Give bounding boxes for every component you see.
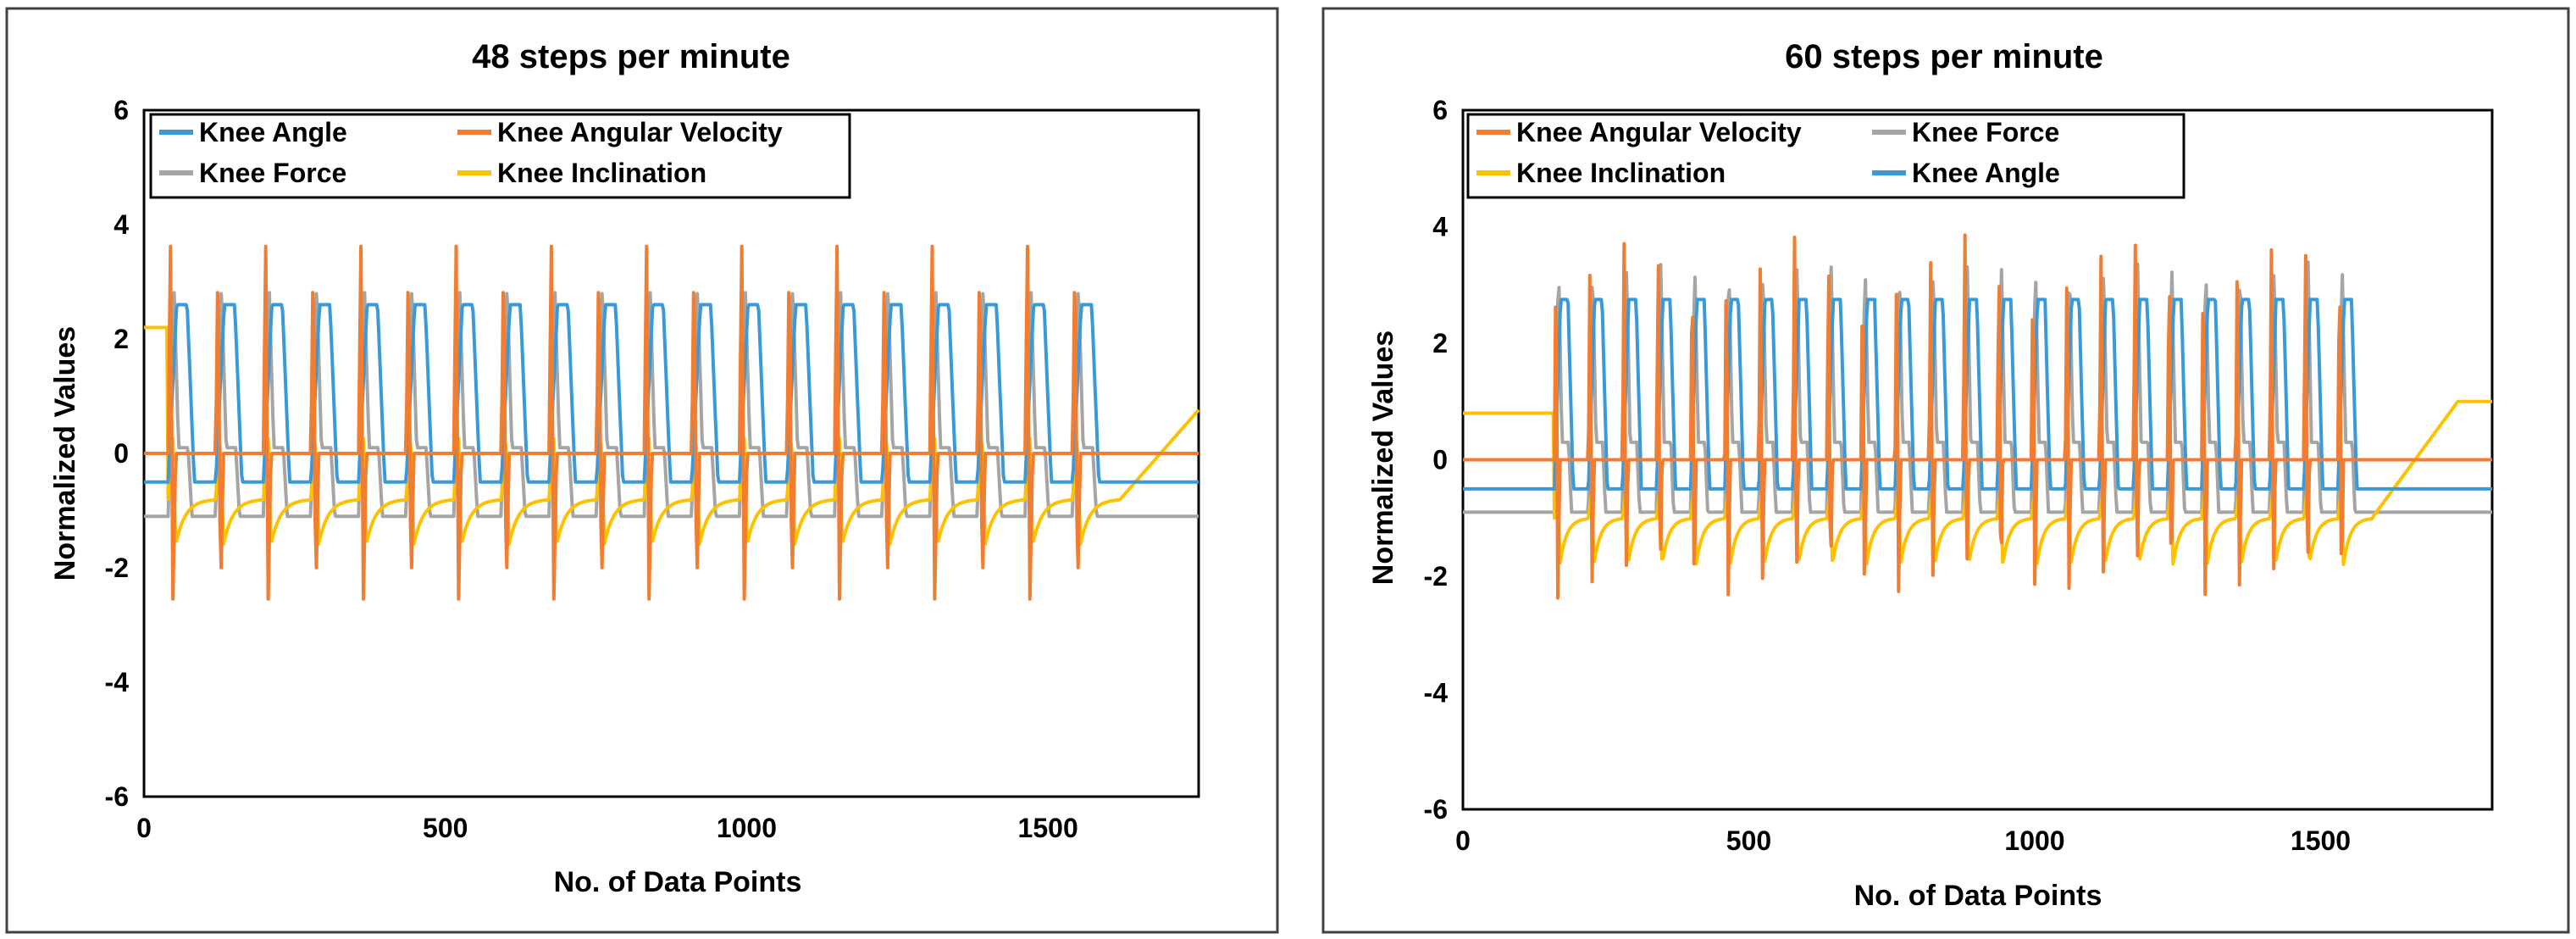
series-line-knee-angle — [1462, 297, 2493, 491]
series-line-knee-inclination — [143, 325, 1200, 546]
legend-label-knee-force: Knee Force — [1912, 117, 2059, 147]
legend-label-knee-force: Knee Force — [199, 158, 346, 188]
series-line-knee-angular-velocity — [143, 244, 1199, 601]
y-tick-label: -4 — [105, 667, 130, 697]
y-axis-label: Normalized Values — [49, 326, 81, 581]
y-tick-label: 4 — [114, 209, 129, 240]
series-line-knee-force — [1462, 260, 2493, 514]
x-tick-labels: 0 500 1000 1500 — [136, 813, 1078, 843]
y-tick-labels: 6 4 2 0 -2 -4 -6 — [1424, 95, 1449, 825]
series-line-knee-angle — [143, 303, 1199, 484]
legend-box — [149, 113, 851, 199]
y-tick-label: -4 — [1424, 678, 1449, 708]
legend-box — [1466, 113, 2185, 199]
legend-label-knee-inclination: Knee Inclination — [1516, 158, 1726, 188]
x-tick-label: 1500 — [2291, 825, 2351, 856]
x-tick-label: 0 — [1455, 825, 1471, 856]
series-line-knee-inclination — [1462, 399, 2493, 566]
chart-title: 48 steps per minute — [472, 38, 790, 75]
x-tick-label: 1000 — [717, 813, 777, 843]
y-tick-labels: 6 4 2 0 -2 -4 -6 — [105, 95, 130, 812]
chart-48-spm: 48 steps per minute 6 4 2 0 -2 -4 -6 0 500 1000 1… — [5, 7, 1279, 934]
chart-60-spm: 60 steps per minute 6 4 2 0 -2 -4 -6 0 500 1000 1… — [1321, 7, 2570, 934]
x-axis-label: No. of Data Points — [554, 866, 802, 898]
legend-label-knee-angular-velocity: Knee Angular Velocity — [1516, 117, 1802, 147]
series-line-knee-angular-velocity — [1462, 233, 2493, 600]
y-tick-label: 2 — [1432, 328, 1448, 358]
y-tick-label: -6 — [1424, 794, 1448, 825]
x-axis-label: No. of Data Points — [1854, 880, 2102, 912]
legend: Knee Angular Velocity Knee Force Knee In… — [1466, 113, 2185, 199]
x-tick-label: 1500 — [1018, 813, 1078, 843]
y-axis-label: Normalized Values — [1367, 331, 1399, 585]
chart-title: 60 steps per minute — [1785, 38, 2103, 75]
x-tick-label: 500 — [1726, 825, 1771, 856]
legend: Knee Angle Knee Angular Velocity Knee Fo… — [149, 113, 851, 199]
chart-frame — [5, 7, 1279, 934]
y-tick-label: 0 — [1432, 445, 1448, 475]
legend-label-knee-angular-velocity: Knee Angular Velocity — [497, 117, 783, 147]
x-tick-labels: 0 500 1000 1500 — [1455, 825, 2351, 856]
y-tick-label: -6 — [105, 781, 129, 812]
series-line-knee-force — [143, 291, 1199, 519]
legend-label-knee-angle: Knee Angle — [199, 117, 347, 147]
x-tick-label: 0 — [136, 813, 152, 843]
y-tick-label: -2 — [1424, 561, 1448, 592]
x-tick-label: 500 — [423, 813, 468, 843]
y-tick-label: 6 — [1432, 95, 1448, 125]
y-tick-label: 6 — [114, 95, 129, 125]
y-tick-label: 2 — [114, 324, 129, 354]
series-layer — [1462, 233, 2493, 600]
y-tick-label: -2 — [105, 553, 129, 583]
chart-frame — [1321, 7, 2570, 934]
series-layer — [143, 244, 1200, 601]
legend-label-knee-inclination: Knee Inclination — [497, 158, 706, 188]
y-tick-label: 0 — [114, 438, 129, 469]
x-tick-label: 1000 — [2004, 825, 2064, 856]
legend-label-knee-angle: Knee Angle — [1912, 158, 2060, 188]
y-tick-label: 4 — [1432, 212, 1448, 242]
